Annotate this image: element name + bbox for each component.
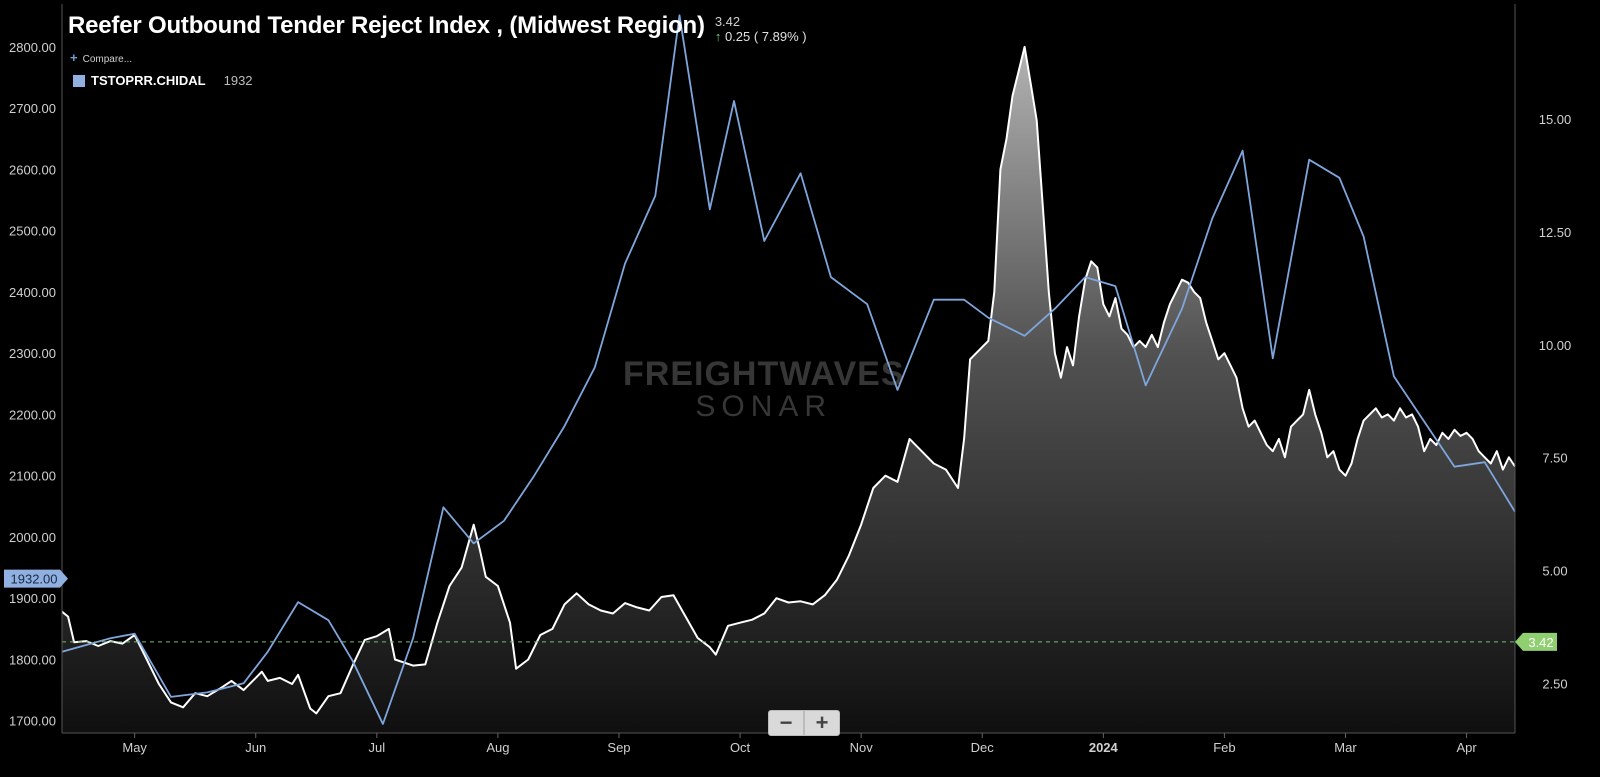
x-tick-label: Dec: [971, 740, 995, 755]
compare-label: Compare...: [82, 54, 133, 65]
x-tick-label: Sep: [607, 740, 630, 755]
left-value-badge-label: 1932.00: [11, 572, 58, 587]
x-tick-label: Oct: [730, 740, 751, 755]
right-tick-label: 12.50: [1539, 225, 1572, 240]
right-tick-label: 10.00: [1539, 338, 1572, 353]
change-value: 0.25 ( 7.89% ): [724, 29, 807, 44]
watermark-line1: FREIGHTWAVES: [623, 355, 905, 393]
watermark-logo: FREIGHTWAVES SONAR: [623, 355, 905, 424]
right-value-badge: [1515, 632, 1557, 651]
right-tick-label: 2.50: [1542, 676, 1567, 691]
left-tick-label: 2500.00: [9, 224, 56, 239]
area-series-line: [61, 45, 1516, 715]
left-tick-label: 2700.00: [9, 101, 56, 116]
x-tick-label: Nov: [850, 740, 874, 755]
left-tick-label: 2000.00: [9, 530, 56, 545]
right-tick-label: 15.00: [1539, 112, 1572, 127]
x-tick-label: Apr: [1456, 740, 1477, 755]
zoom-out-button[interactable]: −: [768, 710, 804, 736]
legend-symbol: TSTOPRR.CHIDAL: [91, 73, 206, 88]
x-tick-label: Aug: [486, 740, 509, 755]
left-tick-label: 1800.00: [9, 652, 56, 667]
compare-button[interactable]: + Compare...: [70, 50, 132, 65]
right-value-badge-label: 3.42: [1528, 635, 1553, 650]
chart-title: Reefer Outbound Tender Reject Index , (M…: [68, 12, 705, 39]
plus-icon: +: [70, 50, 78, 65]
area-series-fill: [62, 46, 1515, 733]
x-tick-label: May: [122, 740, 147, 755]
watermark-line2: SONAR: [695, 390, 833, 423]
left-tick-label: 2400.00: [9, 285, 56, 300]
left-tick-label: 2600.00: [9, 162, 56, 177]
last-value: 3.42: [714, 14, 741, 29]
quote-box: 3.42 ↑ 0.25 ( 7.89% ): [715, 14, 807, 44]
zoom-controls: − +: [768, 710, 840, 736]
x-tick-label: Jul: [369, 740, 386, 755]
x-tick-label: Jun: [245, 740, 266, 755]
chart-header: Reefer Outbound Tender Reject Index , (M…: [68, 12, 807, 44]
left-tick-label: 1700.00: [9, 714, 56, 729]
zoom-in-button[interactable]: +: [804, 710, 840, 736]
left-tick-label: 2100.00: [9, 469, 56, 484]
x-tick-label: Mar: [1334, 740, 1357, 755]
left-tick-label: 2300.00: [9, 346, 56, 361]
left-tick-label: 2800.00: [9, 40, 56, 55]
legend-value: 1932: [223, 73, 253, 88]
x-tick-label: 2024: [1089, 740, 1119, 755]
left-tick-label: 1900.00: [9, 591, 56, 606]
right-tick-label: 5.00: [1542, 563, 1567, 578]
left-tick-label: 2200.00: [9, 407, 56, 422]
legend[interactable]: TSTOPRR.CHIDAL 1932: [73, 73, 253, 88]
right-tick-label: 7.50: [1542, 451, 1567, 466]
x-tick-label: Feb: [1213, 740, 1235, 755]
legend-swatch: [73, 74, 85, 87]
left-value-badge: [4, 569, 68, 588]
blue-series-line: [61, 14, 1516, 725]
up-arrow-icon: ↑: [714, 29, 722, 44]
